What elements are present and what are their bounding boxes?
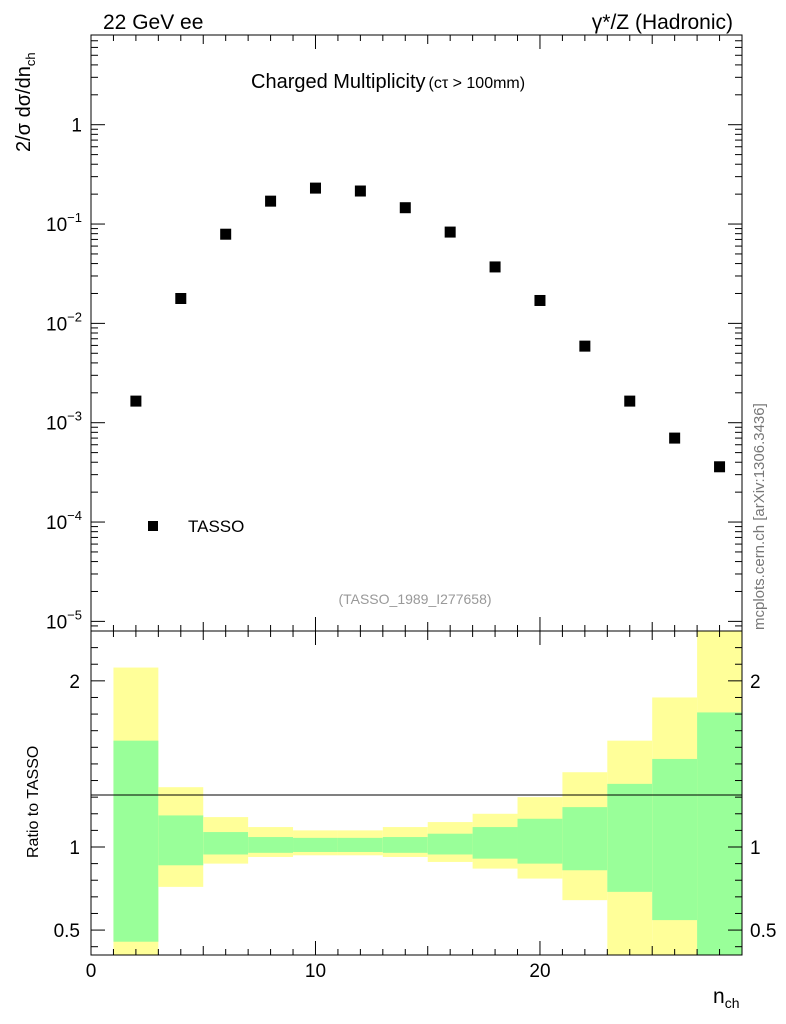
- data-point: [354, 185, 366, 197]
- main-axis-ticks: [90, 34, 743, 632]
- ratio-band-green: [652, 758, 698, 921]
- analysis-annotation: (TASSO_1989_I277658): [338, 591, 491, 607]
- ratio-band-green: [337, 837, 383, 852]
- legend-marker: [148, 521, 158, 531]
- ratio-band-green: [203, 832, 249, 855]
- ratio-band-green: [697, 712, 742, 955]
- data-point: [444, 226, 456, 238]
- x-tick-labels: 0 10 20: [86, 961, 551, 982]
- main-y-axis-label-sub: ch: [23, 52, 38, 66]
- ratio-band-green: [113, 740, 159, 942]
- main-y-axis-label-text: 2/σ dσ/dn: [13, 66, 35, 152]
- mcplots-source-label: mcplots.cern.ch [arXiv:1306.3436]: [751, 403, 768, 630]
- main-y-tick-label-exp: −3: [67, 409, 82, 424]
- ratio-y-tick-label-left: 2: [69, 672, 80, 693]
- ratio-band-green: [158, 815, 204, 866]
- ratio-y-axis-label: Ratio to TASSO: [25, 746, 42, 858]
- ratio-band-green: [472, 827, 518, 859]
- ratio-band-green: [248, 837, 294, 853]
- main-y-tick-label-exp: −4: [67, 508, 82, 523]
- main-y-tick-label-exp: −5: [67, 607, 82, 622]
- main-y-tick-label-base: 10: [46, 513, 67, 534]
- ratio-band-green: [607, 783, 653, 892]
- chart-title-suffix: (cτ > 100mm): [429, 75, 526, 92]
- main-y-axis-label: 2/σ dσ/dnch: [13, 52, 38, 152]
- data-point: [220, 228, 232, 240]
- data-point: [265, 195, 277, 207]
- data-point: [130, 395, 142, 407]
- ratio-band-green: [382, 837, 428, 853]
- main-y-tick-label: 10−3: [46, 409, 82, 435]
- main-y-tick-label-base: 10: [46, 414, 67, 435]
- main-plot-frame: [90, 34, 743, 632]
- data-point: [714, 461, 726, 473]
- legend-label: TASSO: [188, 517, 244, 536]
- x-axis-label-text: n: [713, 985, 725, 1008]
- chart-title-main: Charged Multiplicity: [251, 71, 426, 93]
- main-y-tick-labels: 10−510−410−310−210−11: [46, 116, 82, 634]
- main-y-tick-label: 1: [71, 116, 82, 137]
- x-axis-label: nch: [713, 985, 739, 1011]
- x-tick-label: 0: [86, 961, 97, 982]
- data-point: [489, 261, 501, 273]
- data-point: [624, 395, 636, 407]
- main-y-tick-label-exp: −2: [67, 309, 82, 324]
- main-y-tick-label-base: 10: [46, 612, 67, 633]
- ratio-y-tick-label-right: 2: [750, 672, 761, 693]
- ratio-y-tick-label-right: 1: [750, 838, 761, 859]
- data-point: [534, 294, 546, 306]
- process-label-text: γ*/Z (Hadronic): [592, 11, 733, 34]
- main-y-tick-label-base: 10: [46, 314, 67, 335]
- ratio-band-green: [517, 818, 563, 864]
- process-label: γ*/Z (Hadronic): [592, 11, 733, 34]
- main-y-tick-label: 10−2: [46, 309, 82, 335]
- ratio-uncertainty-bands: [113, 631, 742, 955]
- ratio-y-tick-label-right: 0.5: [750, 921, 776, 942]
- main-y-tick-label: 10−4: [46, 508, 82, 534]
- ratio-band-green: [562, 807, 608, 871]
- legend: TASSO: [148, 517, 244, 536]
- data-point: [399, 202, 411, 214]
- chart-title: Charged Multiplicity (cτ > 100mm): [251, 71, 525, 93]
- ratio-y-tick-label-left: 1: [69, 838, 80, 859]
- main-y-tick-label-exp: −1: [67, 210, 82, 225]
- data-markers: [130, 182, 726, 473]
- data-point: [175, 292, 187, 304]
- ratio-band-green: [427, 833, 473, 855]
- x-tick-label: 20: [529, 961, 550, 982]
- main-plot-panel: 10−510−410−310−210−11 Charged Multiplici…: [13, 34, 743, 634]
- ratio-axis-ticks: [90, 630, 743, 955]
- data-point: [579, 340, 591, 352]
- ratio-plot-frame: [90, 630, 743, 956]
- x-tick-label: 10: [305, 961, 326, 982]
- main-y-tick-label: 10−5: [46, 607, 82, 633]
- ratio-y-tick-labels: 0.5 0.5 1 1 2 2: [54, 672, 777, 942]
- main-y-tick-label-base: 10: [46, 215, 67, 236]
- ratio-y-tick-label-left: 0.5: [54, 921, 80, 942]
- data-point: [309, 182, 321, 194]
- data-point: [669, 432, 681, 444]
- main-y-tick-label: 10−1: [46, 210, 82, 236]
- x-axis-label-sub: ch: [725, 995, 740, 1011]
- ratio-plot-panel: 0.5 0.5 1 1 2 2 0 10 20 Ratio to TASSO nch: [25, 630, 777, 1011]
- energy-label: 22 GeV ee: [103, 11, 203, 34]
- ratio-band-green: [293, 837, 338, 852]
